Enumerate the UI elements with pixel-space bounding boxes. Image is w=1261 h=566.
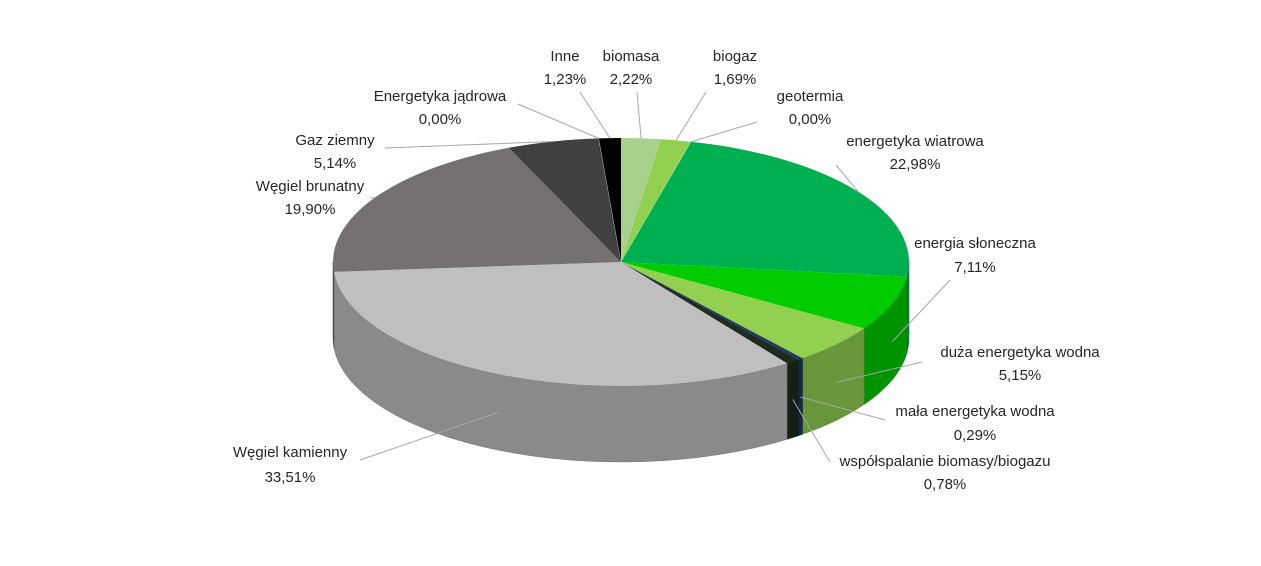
- slice-value-label: 19,90%: [285, 201, 336, 218]
- slice-value-label: 0,78%: [924, 476, 967, 493]
- slice-value-label: 1,23%: [544, 71, 587, 88]
- slice-label: Inne: [550, 48, 579, 65]
- pie-slice: [621, 139, 692, 262]
- slice-label: Węgiel kamienny: [233, 444, 348, 461]
- slice-label: mała energetyka wodna: [895, 403, 1055, 420]
- leader-line: [359, 411, 499, 461]
- leader-line: [836, 361, 923, 383]
- slice-value-label: 0,00%: [419, 111, 462, 128]
- slice-value-label: 5,15%: [999, 367, 1042, 384]
- pie-slice: [333, 147, 621, 272]
- pie-slice: [598, 138, 621, 262]
- pie-slice: [508, 138, 621, 262]
- slice-value-label: 2,22%: [610, 71, 653, 88]
- pie-slice-side: [906, 261, 910, 353]
- slice-value-label: 0,29%: [954, 427, 997, 444]
- slice-value-label: 1,69%: [714, 71, 757, 88]
- leader-line: [792, 399, 831, 463]
- leader-line: [835, 164, 859, 192]
- pie-slice: [621, 262, 803, 360]
- pie-slice: [621, 138, 662, 262]
- slice-label: Energetyka jądrowa: [374, 88, 507, 105]
- leader-line: [675, 91, 707, 141]
- leader-line: [579, 91, 611, 139]
- slice-label: geotermia: [777, 88, 844, 105]
- slice-label: Gaz ziemny: [295, 132, 375, 149]
- leader-line: [636, 91, 642, 139]
- slice-label: biogaz: [713, 48, 757, 65]
- pie-tops: [333, 138, 909, 386]
- leader-line: [384, 141, 553, 149]
- slice-value-label: 7,11%: [954, 259, 995, 276]
- leader-line: [517, 103, 599, 139]
- slice-value-label: 5,14%: [314, 155, 357, 172]
- slice-label: energetyka wiatrowa: [846, 133, 984, 150]
- leader-line: [690, 121, 758, 143]
- slice-label: duża energetyka wodna: [940, 344, 1100, 361]
- pie-slice: [333, 262, 788, 386]
- pie-slice: [621, 262, 907, 329]
- slice-label: Węgiel brunatny: [256, 178, 365, 195]
- pie-slice: [621, 141, 909, 277]
- slice-value-label: 0,00%: [789, 111, 832, 128]
- pie-slice: [621, 262, 865, 359]
- pie-slice-side: [786, 359, 799, 440]
- slice-label: biomasa: [603, 48, 660, 65]
- slice-label: współspalanie biomasy/biogazu: [839, 453, 1051, 470]
- slice-value-label: 33,51%: [265, 469, 316, 486]
- leader-line: [891, 279, 951, 342]
- pie-slice-side: [332, 261, 335, 348]
- leader-line: [800, 396, 886, 421]
- pie-slice: [621, 262, 799, 364]
- slice-value-label: 22,98%: [890, 156, 941, 173]
- slice-label: energia słoneczna: [914, 235, 1036, 252]
